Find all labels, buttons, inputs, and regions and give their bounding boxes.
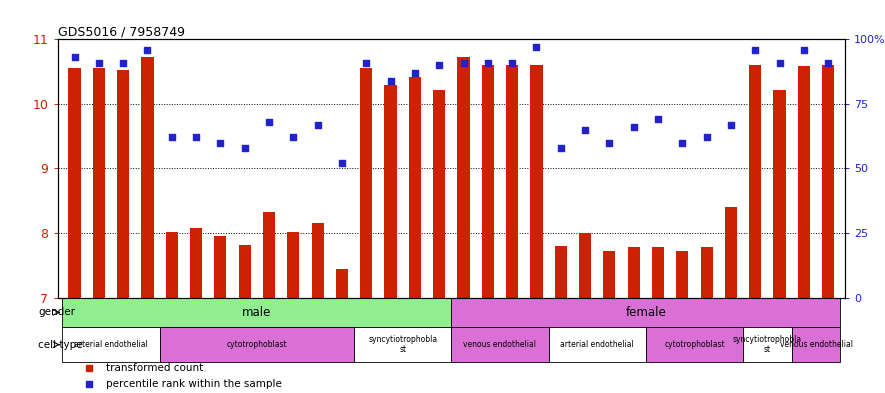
Bar (354, 327, 451, 362)
Point (650, 116, 665, 123)
Text: male: male (242, 306, 272, 319)
Point (116, 59, 130, 66)
Point (335, 160, 349, 166)
Bar (93, 68, 105, 298)
Point (189, 134, 204, 141)
Bar (749, 65, 761, 298)
Text: transformed count: transformed count (106, 363, 204, 373)
Bar (530, 65, 543, 298)
Text: venous endothelial: venous endothelial (464, 340, 536, 349)
Bar (190, 228, 202, 298)
Bar (336, 268, 348, 298)
Point (311, 121, 325, 128)
Text: percentile rank within the sample: percentile rank within the sample (106, 379, 282, 389)
Bar (701, 247, 712, 298)
Bar (652, 247, 664, 298)
Bar (458, 57, 470, 298)
Bar (743, 327, 792, 362)
Text: arterial endothelial: arterial endothelial (560, 340, 634, 349)
Bar (117, 70, 129, 298)
Point (238, 145, 252, 151)
Bar (142, 57, 154, 298)
Text: cytotrophoblast: cytotrophoblast (664, 340, 725, 349)
Bar (792, 327, 841, 362)
Bar (433, 90, 445, 298)
Point (773, 59, 787, 66)
Bar (68, 68, 81, 298)
Bar (725, 207, 737, 298)
Bar (822, 65, 835, 298)
Point (457, 59, 471, 66)
Point (724, 121, 738, 128)
Point (432, 62, 446, 68)
Bar (360, 68, 373, 298)
Bar (263, 212, 275, 298)
Bar (579, 233, 591, 298)
Bar (239, 244, 250, 298)
Text: cell type: cell type (38, 340, 82, 350)
Bar (451, 298, 841, 327)
Point (286, 134, 300, 141)
Point (627, 124, 641, 130)
Point (554, 145, 568, 151)
Point (529, 44, 543, 50)
Point (505, 59, 519, 66)
Point (481, 59, 495, 66)
Bar (159, 327, 354, 362)
Bar (627, 247, 640, 298)
Bar (451, 327, 549, 362)
Text: syncytiotrophobla
st: syncytiotrophobla st (368, 335, 437, 354)
Point (262, 119, 276, 125)
Bar (481, 65, 494, 298)
Point (578, 127, 592, 133)
Bar (604, 251, 615, 298)
Text: GDS5016 / 7958749: GDS5016 / 7958749 (58, 25, 185, 38)
Point (383, 77, 397, 84)
Bar (62, 298, 451, 327)
Bar (506, 65, 519, 298)
Text: gender: gender (38, 307, 75, 318)
Point (359, 59, 373, 66)
Bar (409, 77, 421, 298)
Point (821, 59, 835, 66)
Bar (165, 232, 178, 298)
Point (748, 46, 762, 53)
Point (603, 140, 617, 146)
Text: arterial endothelial: arterial endothelial (74, 340, 148, 349)
Bar (214, 236, 227, 298)
Bar (555, 246, 566, 298)
Text: cytotrophoblast: cytotrophoblast (227, 340, 287, 349)
Point (213, 140, 227, 146)
Point (796, 46, 811, 53)
Text: venous endothelial: venous endothelial (780, 340, 852, 349)
Point (92, 59, 106, 66)
Point (675, 140, 689, 146)
Text: female: female (626, 306, 666, 319)
Bar (62, 327, 159, 362)
Bar (646, 327, 743, 362)
Bar (549, 327, 646, 362)
Point (408, 70, 422, 76)
Bar (288, 232, 299, 298)
Bar (312, 223, 324, 298)
Point (67, 54, 81, 61)
Bar (773, 90, 786, 298)
Point (699, 134, 713, 141)
Bar (384, 84, 396, 298)
Point (165, 134, 179, 141)
Bar (797, 66, 810, 298)
Bar (676, 251, 689, 298)
Point (141, 46, 155, 53)
Text: syncytiotrophobla
st: syncytiotrophobla st (733, 335, 802, 354)
